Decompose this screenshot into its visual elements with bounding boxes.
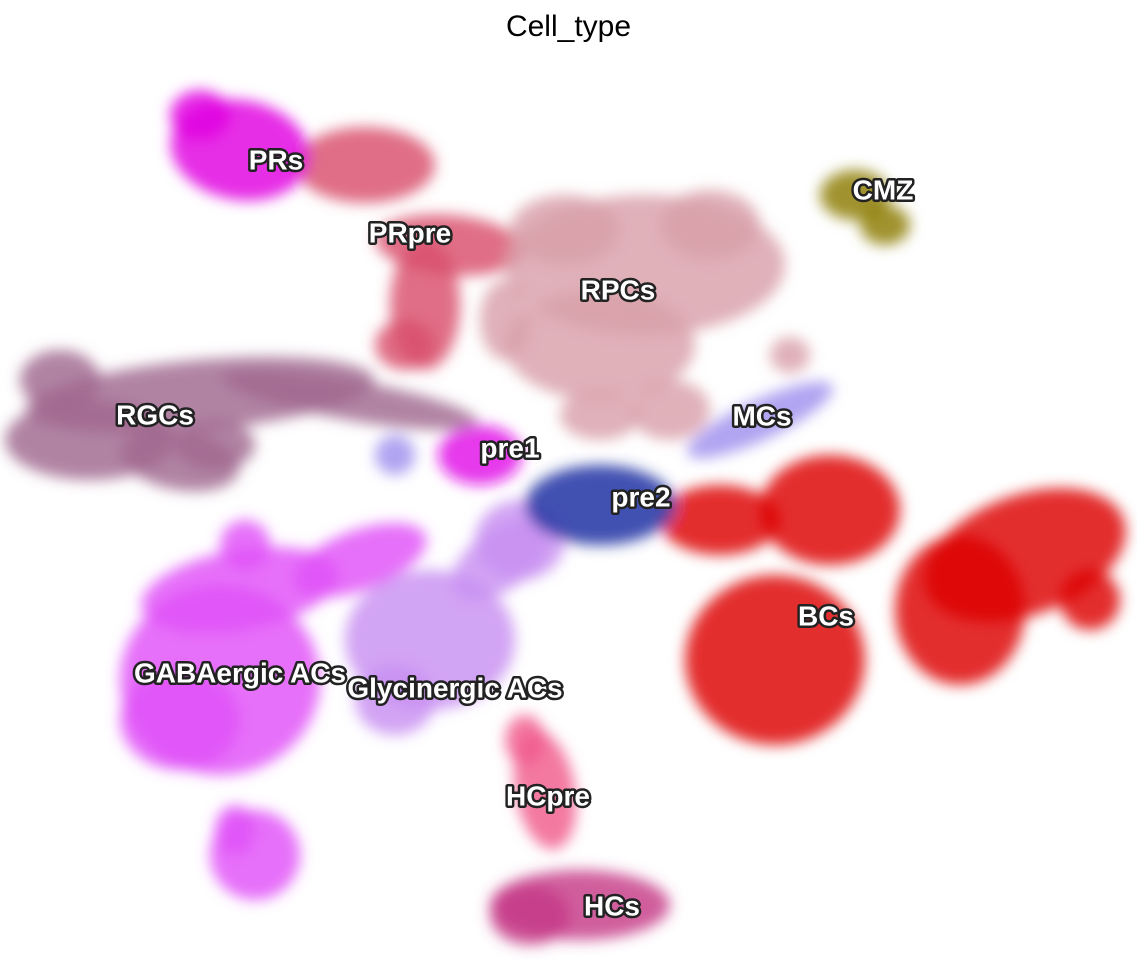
label-bcs: BCs — [798, 600, 854, 631]
point-cloud — [438, 425, 522, 485]
point-cloud — [685, 575, 865, 745]
point-cloud — [175, 420, 255, 470]
point-cloud — [490, 885, 570, 945]
point-cloud — [895, 535, 1025, 685]
label-rpcs: RPCs — [581, 274, 656, 305]
cluster-hcs — [490, 870, 670, 945]
point-cloud — [355, 665, 435, 735]
label-mcs: MCs — [732, 400, 791, 431]
point-cloud — [860, 205, 910, 245]
point-cloud — [141, 546, 339, 634]
point-cloud — [1060, 570, 1120, 630]
point-cloud — [220, 520, 270, 570]
cluster-rpcs — [480, 190, 810, 440]
label-gabaergic-acs: GABAergic ACs — [134, 657, 346, 688]
cluster-mcs — [375, 381, 833, 475]
point-cloud — [770, 337, 810, 373]
cluster-hcpre — [505, 715, 577, 850]
point-cloud — [560, 390, 640, 440]
point-cloud — [630, 380, 710, 440]
point-cloud — [170, 90, 230, 140]
point-cloud — [120, 670, 240, 770]
point-cloud — [221, 370, 479, 430]
point-cloud — [687, 381, 833, 459]
cluster-labels: PRs PRpre RPCs CMZ RGCs pre1 MCs pre2 BCs GABAerg… — [114, 142, 916, 924]
point-cloud — [20, 350, 100, 410]
cluster-pre2 — [525, 465, 675, 545]
label-rgcs: RGCs — [116, 399, 194, 430]
point-cloud — [505, 715, 545, 765]
cluster-prs — [170, 90, 310, 201]
point-cloud — [293, 523, 427, 597]
cluster-cmz — [820, 170, 910, 245]
cluster-rgcs — [5, 350, 479, 492]
point-cloud — [375, 435, 415, 475]
point-cloud — [525, 465, 675, 545]
cluster-prpre — [295, 127, 525, 370]
point-cloud — [510, 195, 620, 265]
cluster-gabaergic-acs — [120, 520, 427, 900]
label-pre2: pre2 — [611, 481, 670, 512]
point-cloud — [760, 455, 900, 565]
chart-title: Cell_type — [505, 10, 632, 43]
label-hcs: HCs — [584, 890, 640, 921]
label-hcpre: HCpre — [506, 780, 590, 811]
label-glycinergic-acs: Glycinergic ACs — [347, 672, 562, 703]
cluster-blobs — [5, 90, 1126, 945]
label-pre1: pre1 — [480, 432, 539, 463]
point-cloud — [375, 320, 435, 370]
point-cloud — [215, 805, 255, 855]
label-prs: PRs — [249, 144, 303, 175]
point-cloud — [295, 127, 435, 203]
cluster-pre1 — [438, 425, 522, 485]
point-cloud — [660, 190, 760, 260]
point-cloud — [480, 280, 530, 360]
point-cloud — [820, 170, 890, 220]
label-prpre: PRpre — [369, 217, 451, 248]
cluster-bcs — [660, 455, 1126, 745]
point-cloud — [505, 290, 695, 400]
label-cmz: CMZ — [853, 174, 914, 205]
point-cloud — [660, 485, 780, 555]
